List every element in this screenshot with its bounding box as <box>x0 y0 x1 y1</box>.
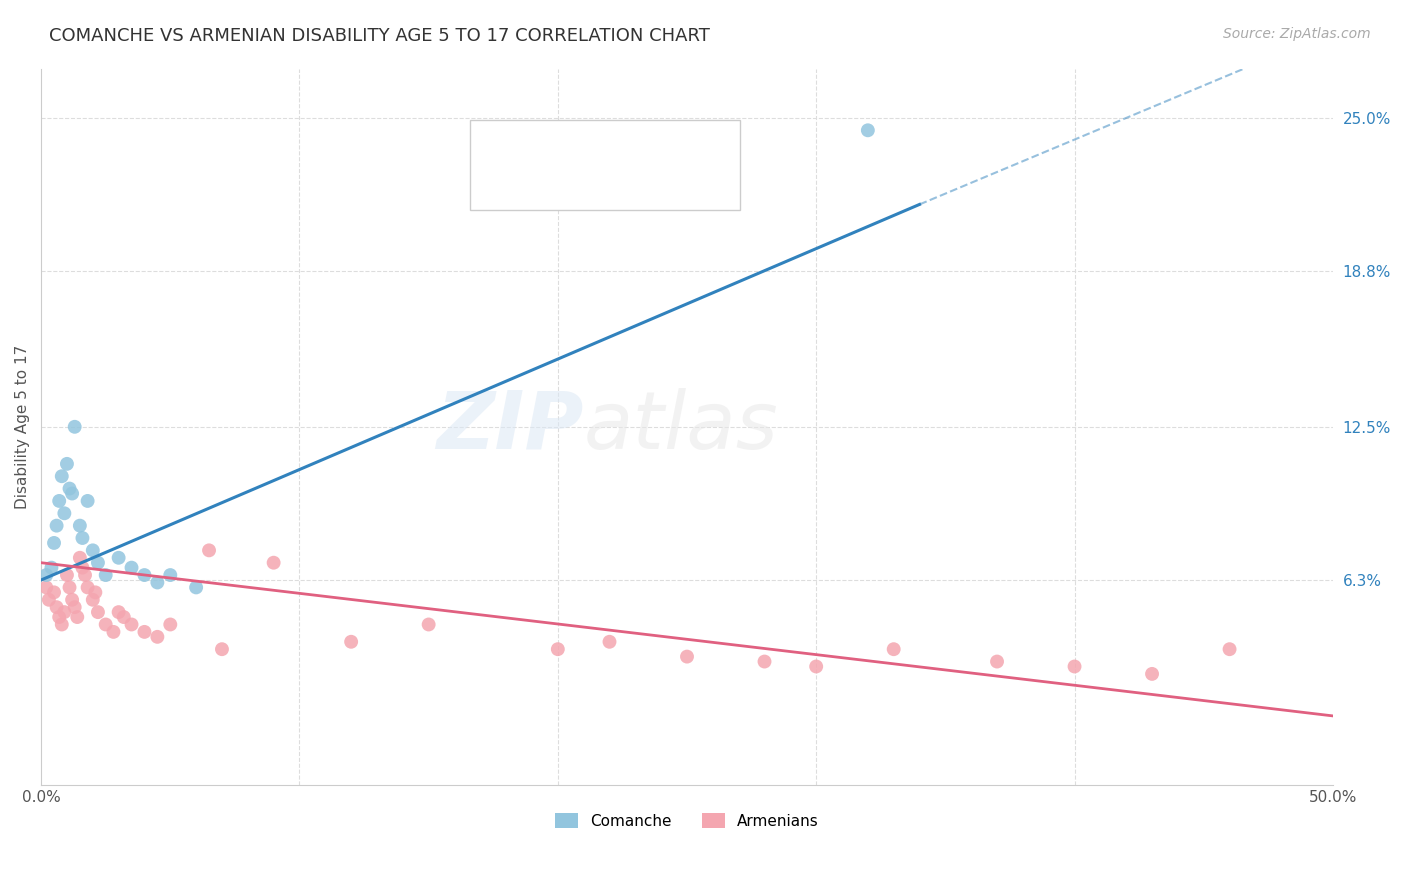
Point <box>60 592 83 607</box>
Point <box>676 649 699 664</box>
Point <box>94 617 117 632</box>
Point <box>84 585 107 599</box>
Point <box>856 123 879 137</box>
Text: ■: ■ <box>486 179 503 197</box>
Point <box>1219 642 1241 657</box>
Point <box>53 506 76 520</box>
Point <box>418 617 440 632</box>
Point <box>51 469 73 483</box>
Point <box>58 482 80 496</box>
Legend: Comanche, Armenians: Comanche, Armenians <box>548 806 825 835</box>
Point <box>883 642 905 657</box>
Point <box>41 560 63 574</box>
Point <box>35 581 58 595</box>
Point <box>35 568 58 582</box>
Point <box>198 543 221 558</box>
Point <box>69 518 91 533</box>
Point <box>1140 666 1163 681</box>
Point <box>76 494 98 508</box>
Text: Source: ZipAtlas.com: Source: ZipAtlas.com <box>1223 27 1371 41</box>
Point <box>107 605 129 619</box>
Point <box>94 568 117 582</box>
Point <box>134 624 156 639</box>
Point <box>112 610 135 624</box>
Point <box>986 655 1008 669</box>
Point <box>754 655 776 669</box>
Point <box>340 634 363 648</box>
Text: ■: ■ <box>486 135 503 153</box>
Point <box>184 581 207 595</box>
Point <box>107 550 129 565</box>
Point <box>56 457 79 471</box>
Point <box>66 610 89 624</box>
Point <box>58 581 80 595</box>
Point <box>82 592 104 607</box>
Point <box>42 536 65 550</box>
Text: ZIP: ZIP <box>436 388 583 466</box>
Text: atlas: atlas <box>583 388 779 466</box>
Text: R =  0.494   N = 24: R = 0.494 N = 24 <box>520 136 693 151</box>
Point <box>146 630 169 644</box>
Point <box>48 610 70 624</box>
Point <box>547 642 569 657</box>
Point <box>159 568 181 582</box>
Point <box>73 568 96 582</box>
Point <box>806 659 828 673</box>
Point <box>263 556 285 570</box>
Point <box>87 605 110 619</box>
Point <box>69 550 91 565</box>
FancyBboxPatch shape <box>470 120 740 211</box>
Point <box>159 617 181 632</box>
Point <box>60 486 83 500</box>
Point <box>103 624 125 639</box>
Point <box>63 600 86 615</box>
Point <box>1063 659 1085 673</box>
Point <box>121 560 143 574</box>
Text: R = -0.468   N = 42: R = -0.468 N = 42 <box>520 181 693 196</box>
Point <box>51 617 73 632</box>
Point <box>82 543 104 558</box>
Point <box>53 605 76 619</box>
Point <box>87 556 110 570</box>
Point <box>598 634 620 648</box>
Point <box>45 600 67 615</box>
Y-axis label: Disability Age 5 to 17: Disability Age 5 to 17 <box>15 344 30 509</box>
Text: COMANCHE VS ARMENIAN DISABILITY AGE 5 TO 17 CORRELATION CHART: COMANCHE VS ARMENIAN DISABILITY AGE 5 TO… <box>49 27 710 45</box>
Point <box>211 642 233 657</box>
Point <box>42 585 65 599</box>
Point <box>121 617 143 632</box>
Point <box>38 592 60 607</box>
Point <box>63 419 86 434</box>
Point <box>76 581 98 595</box>
Point <box>45 518 67 533</box>
Point <box>72 560 94 574</box>
Point <box>48 494 70 508</box>
Point <box>146 575 169 590</box>
Point <box>56 568 79 582</box>
Point <box>72 531 94 545</box>
Point <box>134 568 156 582</box>
